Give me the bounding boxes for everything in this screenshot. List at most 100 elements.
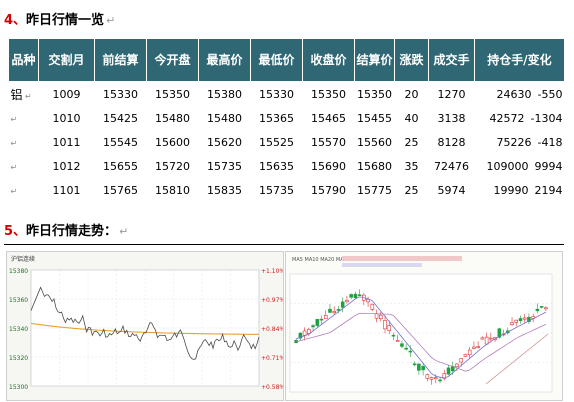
candle-body: [298, 332, 303, 339]
section-divider: [4, 244, 564, 245]
holding-change-value: 9994: [534, 159, 563, 173]
chart-header-label: MA5 MA10 MA20 MA60: [292, 257, 350, 263]
candle-body: [319, 318, 324, 321]
candle-body: [467, 349, 472, 355]
column-header: 品种: [8, 38, 39, 82]
candle-body: [472, 346, 476, 349]
holding-change-value: -550: [537, 87, 563, 101]
table-cell: 15680: [357, 159, 392, 173]
table-cell: 15835: [207, 183, 242, 197]
table-cell: 15810: [155, 183, 190, 197]
paragraph-mark-icon: ↵: [10, 187, 18, 196]
paragraph-mark-icon: ↵: [119, 225, 129, 238]
candle-body: [438, 379, 442, 382]
table-cell: 15790: [311, 183, 346, 197]
candle-body: [522, 317, 527, 320]
paragraph-mark-icon: ↵: [10, 115, 18, 124]
candle-body: [332, 311, 336, 314]
table-cell: 15600: [155, 135, 190, 149]
candle-body: [425, 374, 430, 379]
table-cell: 15655: [103, 159, 138, 173]
candle-body: [417, 363, 421, 371]
table-cell: 1011: [52, 135, 81, 149]
holding-value: 75226: [496, 135, 532, 149]
candle-body: [408, 350, 413, 353]
table-cell: 15380: [207, 87, 242, 101]
y-tick-label-right: +1.10%: [261, 268, 283, 275]
table-cell: 1270: [437, 87, 466, 101]
candle-body: [340, 301, 345, 308]
table-cell: 15365: [259, 111, 294, 125]
y-tick-label-left: 15360: [9, 297, 28, 304]
product-name: 铝: [10, 87, 23, 102]
table-cell: 1012: [52, 159, 81, 173]
intraday-chart-image: 15380 +1.10% 15360 +0.97% 15340 +0.84% 15320 +0…: [6, 251, 284, 401]
indicator-strip: [342, 263, 422, 267]
y-tick-label-right: +0.71%: [261, 355, 283, 362]
table-cell: 3138: [437, 111, 466, 125]
table-cell: 15350: [311, 87, 346, 101]
table-cell: 15350: [155, 87, 190, 101]
holding-change-value: -1304: [530, 111, 563, 125]
table-cell: 15480: [155, 111, 190, 125]
table-cell: 1010: [52, 111, 81, 125]
paragraph-mark-icon: ↵: [10, 139, 18, 148]
holding-change-value: 2194: [534, 183, 563, 197]
table-cell: 15735: [259, 183, 294, 197]
chart-header-label: 沪铝连续: [11, 255, 35, 263]
column-header: 收盘价: [302, 38, 355, 82]
section-number: 5、: [4, 224, 27, 239]
holding-change-cell: 24630 -550: [475, 82, 565, 107]
y-tick-label-left: 15320: [9, 355, 28, 362]
candle-body: [459, 358, 463, 363]
candle-body: [434, 377, 438, 380]
candle-body: [315, 318, 320, 326]
holding-change-cell: 42572 -1304: [475, 106, 565, 130]
column-header: 前结算: [94, 38, 147, 82]
table-cell: 25: [404, 183, 419, 197]
table-cell: 15570: [311, 135, 346, 149]
market-quotes-table: 品种 交割月 前结算 今开盘 最高价 最低价 收盘价 结算价 涨跌 成交手 持仓…: [8, 38, 565, 202]
daily-kline-chart-image: MA5 MA10 MA20 MA60: [285, 251, 563, 401]
table-cell: 1009: [52, 87, 81, 101]
candle-body: [345, 299, 349, 303]
candle-body: [328, 308, 332, 313]
table-cell: 40: [404, 111, 419, 125]
y-tick-label-left: 15300: [9, 384, 28, 391]
column-header: 今开盘: [146, 38, 199, 82]
candle-body: [391, 334, 396, 337]
candle-body: [497, 328, 502, 338]
candle-body: [404, 347, 408, 350]
candle-body: [484, 336, 489, 345]
column-header: 最低价: [250, 38, 303, 82]
y-tick-label-left: 15380: [9, 268, 28, 275]
table-cell: 15775: [357, 183, 392, 197]
y-tick-label-right: +0.84%: [261, 326, 283, 333]
holding-change-value: -418: [537, 135, 563, 149]
candle-body: [535, 308, 540, 312]
candle-body: [544, 307, 548, 310]
candle-body: [455, 363, 459, 367]
section-title: 昨日行情走势：: [26, 224, 118, 239]
paragraph-mark-icon: ↵: [106, 14, 116, 27]
candle-body: [480, 337, 485, 340]
holding-change-cell: 19990 2194: [475, 178, 565, 202]
table-cell: 15765: [103, 183, 138, 197]
table-cell: 15560: [357, 135, 392, 149]
candle-body: [539, 306, 544, 308]
table-cell: 8128: [437, 135, 466, 149]
column-header: 结算价: [354, 38, 395, 82]
candle-body: [510, 322, 514, 325]
product-cell: 铝 ↵: [9, 82, 39, 107]
table-cell: 15690: [311, 159, 346, 173]
table-header-row: 品种 交割月 前结算 今开盘 最高价 最低价 收盘价 结算价 涨跌 成交手 持仓…: [8, 38, 565, 82]
section-number: 4、: [4, 13, 27, 28]
kline-chart-svg: MA5 MA10 MA20 MA60: [289, 256, 553, 393]
candle-body: [353, 293, 358, 299]
table-cell: 15545: [103, 135, 138, 149]
product-cell: ↵: [9, 154, 39, 178]
candle-body: [463, 353, 468, 357]
section-heading-market-trend: 5、昨日行情走势： ↵: [4, 220, 128, 239]
paragraph-mark-icon: ↵: [10, 163, 18, 172]
table-row: 铝 ↵ 1009 15330 15350 15380 15330 15350 15350 20 1…: [9, 82, 565, 107]
